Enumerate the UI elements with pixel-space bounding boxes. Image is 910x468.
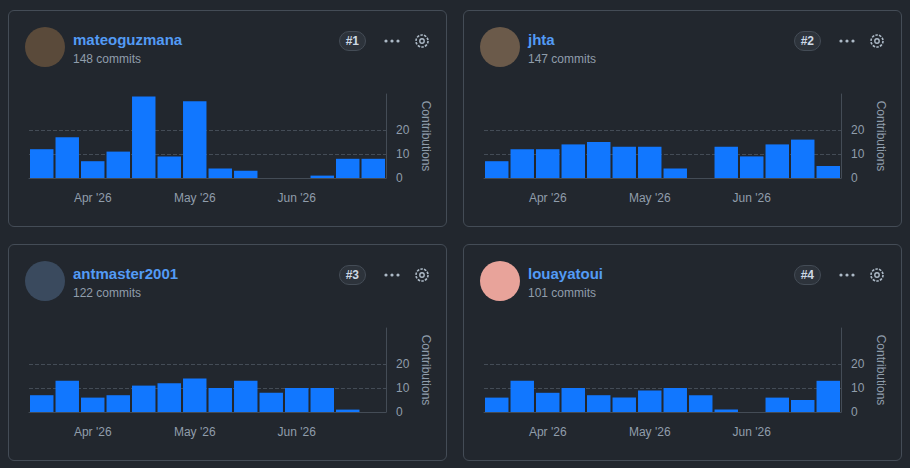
svg-text:Jun '26: Jun '26 <box>733 425 772 439</box>
html-text:antmaster2001: antmaster2001 <box>73 265 179 282</box>
svg-text:10: 10 <box>851 147 865 161</box>
html-text:147 commits: 147 commits <box>528 52 596 66</box>
svg-text:0: 0 <box>851 171 858 185</box>
svg-text:May '26: May '26 <box>629 191 671 205</box>
svg-text:Jun '26: Jun '26 <box>278 191 317 205</box>
svg-text:Apr '26: Apr '26 <box>529 191 567 205</box>
svg-text:20: 20 <box>396 123 410 137</box>
html-text:#2: #2 <box>800 34 814 48</box>
svg-text:Contributions: Contributions <box>419 335 433 406</box>
html-text:#1: #1 <box>345 34 359 48</box>
svg-text:Apr '26: Apr '26 <box>74 191 112 205</box>
svg-text:20: 20 <box>851 123 865 137</box>
svg-text:May '26: May '26 <box>629 425 671 439</box>
svg-text:10: 10 <box>396 147 410 161</box>
svg-text:0: 0 <box>396 405 403 419</box>
svg-text:Apr '26: Apr '26 <box>529 425 567 439</box>
svg-text:Contributions: Contributions <box>874 101 888 172</box>
svg-text:10: 10 <box>396 381 410 395</box>
html-text:#4: #4 <box>800 268 814 282</box>
svg-text:0: 0 <box>396 171 403 185</box>
svg-text:May '26: May '26 <box>174 191 216 205</box>
html-text:148 commits: 148 commits <box>73 52 141 66</box>
svg-text:20: 20 <box>396 357 410 371</box>
svg-text:May '26: May '26 <box>174 425 216 439</box>
html-text:#3: #3 <box>345 268 359 282</box>
svg-text:Contributions: Contributions <box>419 101 433 172</box>
html-text:louayatoui: louayatoui <box>528 265 603 282</box>
svg-text:0: 0 <box>851 405 858 419</box>
svg-text:20: 20 <box>851 357 865 371</box>
svg-text:Apr '26: Apr '26 <box>74 425 112 439</box>
html-text:mateoguzmana: mateoguzmana <box>73 31 183 48</box>
html-text:122 commits: 122 commits <box>73 286 141 300</box>
html-text:jhta: jhta <box>528 31 555 48</box>
svg-text:10: 10 <box>851 381 865 395</box>
html-text:101 commits: 101 commits <box>528 286 596 300</box>
svg-text:Jun '26: Jun '26 <box>733 191 772 205</box>
svg-text:Contributions: Contributions <box>874 335 888 406</box>
svg-text:Jun '26: Jun '26 <box>278 425 317 439</box>
